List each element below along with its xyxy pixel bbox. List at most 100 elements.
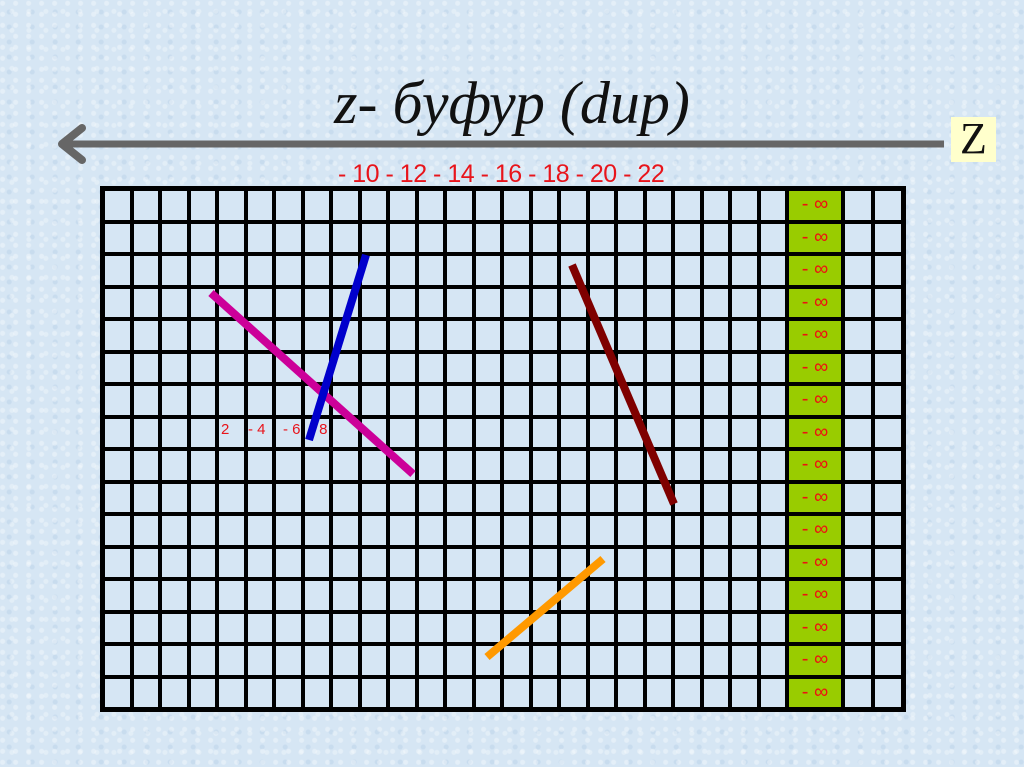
grid-cell	[616, 514, 645, 547]
grid-cell	[416, 189, 445, 222]
grid-cell	[274, 319, 303, 352]
grid-cell	[530, 611, 559, 644]
grid-cell	[559, 546, 588, 579]
z-buffer-cell: - ∞	[787, 416, 843, 449]
grid-cell	[217, 449, 246, 482]
grid-cell	[644, 481, 673, 514]
grid-cell	[730, 546, 759, 579]
grid-cell	[274, 579, 303, 612]
grid-cell	[131, 546, 160, 579]
grid-cell	[388, 319, 417, 352]
grid-cell	[131, 351, 160, 384]
grid-cell	[559, 351, 588, 384]
grid-cell	[644, 384, 673, 417]
grid-cell	[616, 189, 645, 222]
grid-cell	[359, 676, 388, 709]
grid-cell	[843, 254, 873, 287]
grid-cell	[587, 579, 616, 612]
grid-cell	[416, 676, 445, 709]
grid-cell	[274, 254, 303, 287]
grid-cell	[502, 579, 531, 612]
grid-cell	[103, 546, 132, 579]
grid-cell	[559, 416, 588, 449]
grid-cell	[673, 644, 702, 677]
grid-cell	[445, 611, 474, 644]
grid-cell	[188, 449, 217, 482]
grid-cell	[388, 351, 417, 384]
grid-cell	[302, 351, 331, 384]
grid-cell	[701, 189, 730, 222]
grid-cell	[274, 449, 303, 482]
grid-cell	[644, 449, 673, 482]
grid-cell	[416, 644, 445, 677]
grid-cell	[331, 221, 360, 254]
grid-cell	[530, 351, 559, 384]
grid-cell	[530, 514, 559, 547]
grid-cell	[587, 384, 616, 417]
grid-cell	[103, 481, 132, 514]
grid-cell	[131, 481, 160, 514]
grid-cell	[131, 189, 160, 222]
grid-cell	[245, 611, 274, 644]
grid-cell	[730, 579, 759, 612]
z-buffer-cell: - ∞	[787, 189, 843, 222]
grid-cell	[416, 579, 445, 612]
grid-cell	[758, 254, 787, 287]
grid-cell	[473, 416, 502, 449]
grid-cell	[188, 286, 217, 319]
grid-cell	[388, 676, 417, 709]
grid-cell	[388, 189, 417, 222]
grid-cell	[473, 384, 502, 417]
grid-cell	[217, 351, 246, 384]
grid-cell	[673, 254, 702, 287]
z-buffer-cell: - ∞	[787, 579, 843, 612]
grid-cell	[644, 611, 673, 644]
grid-cell	[673, 416, 702, 449]
grid-cell	[758, 384, 787, 417]
grid-cell	[701, 449, 730, 482]
grid-cell	[131, 514, 160, 547]
grid-cell	[502, 286, 531, 319]
grid-cell	[873, 611, 903, 644]
grid-cell	[274, 514, 303, 547]
grid-cell	[131, 449, 160, 482]
grid-cell	[274, 481, 303, 514]
grid-cell	[302, 286, 331, 319]
grid-cell	[873, 676, 903, 709]
grid-cell	[701, 546, 730, 579]
grid-cell	[302, 254, 331, 287]
grid-cell	[359, 384, 388, 417]
grid-cell	[873, 579, 903, 612]
grid-cell	[673, 351, 702, 384]
grid-cell	[131, 286, 160, 319]
grid-cell	[302, 611, 331, 644]
z-buffer-cell: - ∞	[787, 319, 843, 352]
grid-cell	[388, 546, 417, 579]
grid-cell	[302, 481, 331, 514]
grid-cell	[302, 189, 331, 222]
grid-cell	[160, 384, 189, 417]
grid-cell	[274, 286, 303, 319]
grid-cell	[359, 286, 388, 319]
grid-cell	[131, 676, 160, 709]
small-label: - 8	[310, 421, 328, 438]
grid-cell	[473, 351, 502, 384]
grid-cell	[103, 644, 132, 677]
grid-cell	[502, 546, 531, 579]
grid-cell	[331, 676, 360, 709]
grid-cell	[559, 384, 588, 417]
grid-cell	[473, 254, 502, 287]
grid-cell	[103, 221, 132, 254]
grid-cell	[359, 221, 388, 254]
grid-cell	[160, 286, 189, 319]
grid-cell	[331, 481, 360, 514]
grid-cell	[188, 351, 217, 384]
slide-title: z- буфур (dup)	[334, 70, 690, 136]
grid-cell	[188, 676, 217, 709]
grid-cell	[701, 611, 730, 644]
grid-cell	[502, 416, 531, 449]
grid-cell	[188, 189, 217, 222]
grid-cell	[217, 481, 246, 514]
grid-cell	[843, 676, 873, 709]
grid-cell	[701, 481, 730, 514]
